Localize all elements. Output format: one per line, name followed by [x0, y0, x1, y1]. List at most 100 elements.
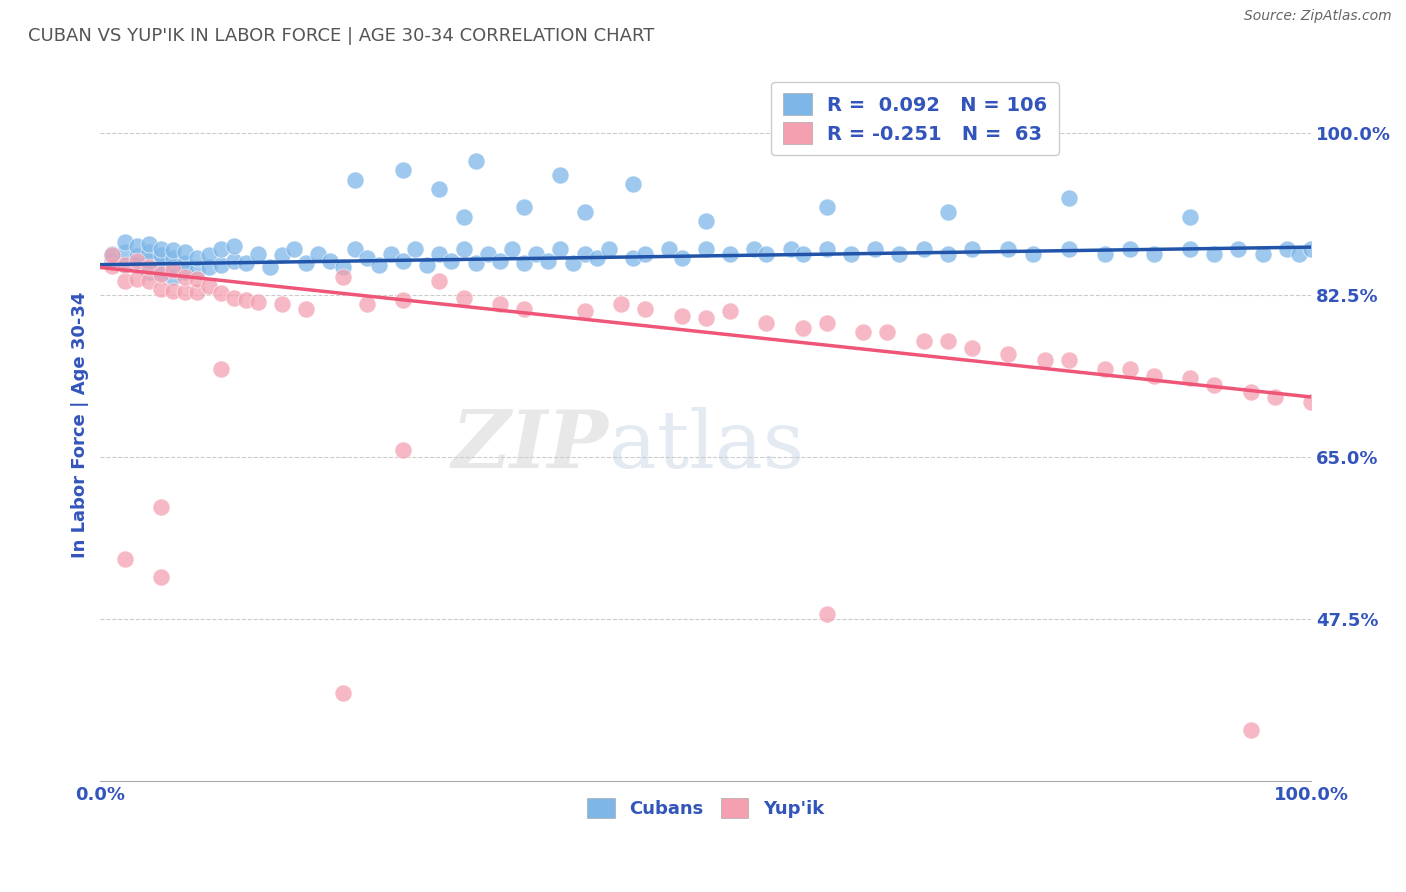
Point: [513, 200, 536, 214]
Point: [1204, 246, 1226, 260]
Point: [174, 285, 197, 300]
Point: [295, 256, 318, 270]
Point: [1178, 210, 1201, 224]
Point: [125, 271, 148, 285]
Point: [149, 500, 172, 515]
Point: [235, 293, 257, 307]
Point: [755, 246, 778, 260]
Point: [852, 325, 875, 339]
Point: [815, 316, 838, 330]
Point: [246, 294, 269, 309]
Point: [718, 246, 741, 260]
Point: [114, 244, 136, 259]
Point: [695, 311, 717, 326]
Point: [149, 282, 172, 296]
Point: [356, 251, 378, 265]
Point: [138, 237, 160, 252]
Point: [574, 205, 596, 219]
Point: [1094, 362, 1116, 376]
Point: [477, 246, 499, 260]
Point: [101, 254, 124, 268]
Point: [997, 242, 1019, 256]
Point: [1227, 242, 1250, 256]
Point: [235, 256, 257, 270]
Point: [138, 260, 160, 275]
Text: ZIP: ZIP: [451, 408, 609, 485]
Point: [392, 293, 415, 307]
Point: [162, 263, 184, 277]
Point: [138, 254, 160, 268]
Point: [1204, 378, 1226, 392]
Point: [912, 334, 935, 349]
Point: [574, 304, 596, 318]
Point: [537, 254, 560, 268]
Point: [792, 320, 814, 334]
Point: [162, 260, 184, 275]
Point: [997, 346, 1019, 360]
Point: [621, 177, 644, 191]
Point: [742, 242, 765, 256]
Point: [524, 246, 547, 260]
Point: [222, 254, 245, 268]
Point: [162, 251, 184, 265]
Point: [186, 271, 208, 285]
Point: [222, 291, 245, 305]
Point: [501, 242, 523, 256]
Point: [1251, 246, 1274, 260]
Point: [489, 297, 512, 311]
Point: [186, 251, 208, 265]
Point: [271, 297, 294, 311]
Point: [427, 246, 450, 260]
Point: [1094, 246, 1116, 260]
Point: [889, 246, 911, 260]
Point: [1275, 242, 1298, 256]
Point: [162, 269, 184, 284]
Text: Source: ZipAtlas.com: Source: ZipAtlas.com: [1244, 9, 1392, 23]
Point: [1118, 362, 1140, 376]
Point: [332, 269, 354, 284]
Point: [1021, 246, 1043, 260]
Point: [174, 265, 197, 279]
Point: [1057, 191, 1080, 205]
Point: [453, 210, 475, 224]
Point: [174, 269, 197, 284]
Point: [138, 265, 160, 279]
Point: [634, 302, 657, 317]
Point: [1118, 242, 1140, 256]
Point: [209, 258, 232, 272]
Y-axis label: In Labor Force | Age 30-34: In Labor Force | Age 30-34: [72, 292, 89, 558]
Point: [392, 163, 415, 178]
Point: [936, 334, 959, 349]
Point: [198, 248, 221, 262]
Point: [598, 242, 620, 256]
Point: [936, 205, 959, 219]
Point: [718, 304, 741, 318]
Point: [186, 285, 208, 300]
Point: [453, 242, 475, 256]
Point: [1178, 371, 1201, 385]
Point: [695, 242, 717, 256]
Point: [209, 362, 232, 376]
Point: [585, 251, 607, 265]
Point: [209, 286, 232, 301]
Point: [198, 260, 221, 275]
Point: [114, 235, 136, 250]
Point: [246, 246, 269, 260]
Point: [815, 242, 838, 256]
Point: [332, 260, 354, 275]
Point: [1288, 246, 1310, 260]
Point: [671, 251, 693, 265]
Point: [114, 552, 136, 566]
Point: [295, 302, 318, 317]
Point: [101, 248, 124, 262]
Point: [114, 274, 136, 288]
Point: [114, 258, 136, 272]
Point: [356, 297, 378, 311]
Point: [876, 325, 898, 339]
Point: [198, 279, 221, 293]
Point: [695, 214, 717, 228]
Point: [392, 442, 415, 457]
Point: [271, 248, 294, 262]
Point: [513, 256, 536, 270]
Point: [440, 254, 463, 268]
